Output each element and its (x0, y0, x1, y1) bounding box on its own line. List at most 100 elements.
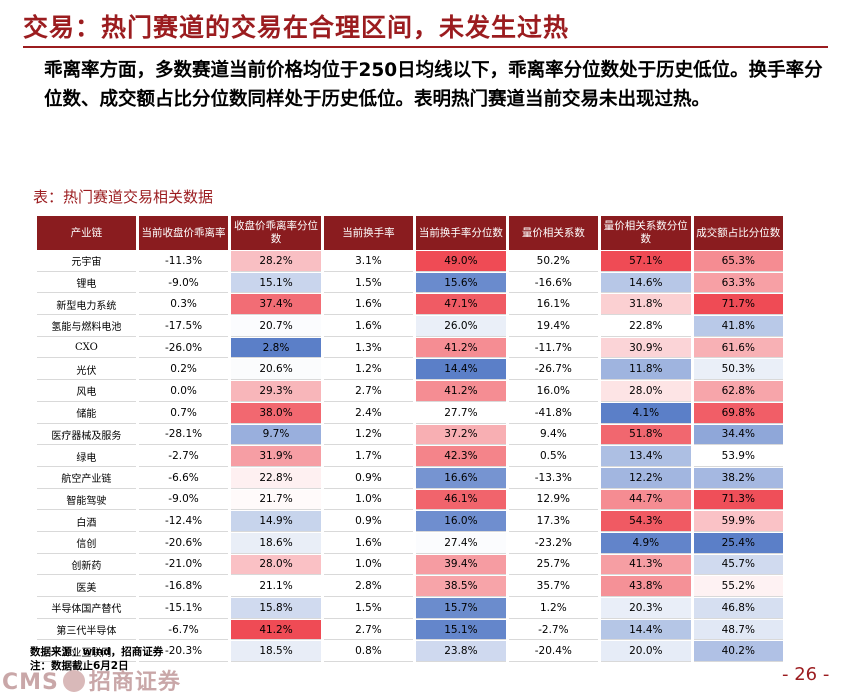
table-cell: 46.8% (693, 598, 783, 619)
table-cell: 3.1% (323, 251, 414, 272)
table-cell: 41.2% (231, 619, 321, 641)
table-cell: 37.4% (231, 294, 321, 316)
table-cell: -26.7% (508, 359, 599, 381)
table-cell: 30.9% (601, 337, 691, 359)
table-cell: 27.7% (416, 402, 506, 424)
table-cell: -2.7% (138, 446, 229, 467)
table-cell: 1.6% (323, 533, 414, 554)
row-label: 半导体国产替代 (37, 598, 136, 619)
date-note: 注：数据截止6月2日 (30, 660, 129, 672)
table-cell: 45.7% (693, 554, 783, 576)
column-header: 当前收盘价乖离率 (138, 216, 229, 250)
table-cell: 15.8% (231, 598, 321, 619)
table-cell: 25.4% (693, 532, 783, 554)
table-cell: 71.3% (693, 489, 783, 511)
table-cell: -2.7% (508, 620, 599, 641)
table-cell: 4.9% (601, 532, 691, 554)
table-cell: 0.2% (138, 359, 229, 381)
table-cell: 0.3% (138, 294, 229, 316)
table-cell: 62.8% (693, 381, 783, 402)
row-label: 信创 (37, 533, 136, 554)
table-cell: -16.8% (138, 576, 229, 597)
summary-paragraph: 乖离率方面，多数赛道当前价格均位于250日均线以下，乖离率分位数处于历史低位。换… (44, 60, 823, 110)
table-cell: 22.8% (231, 467, 321, 489)
table-row: 氢能与燃料电池 -17.5% 20.7% 1.6% 26.0% 19.4% 22.8% 41.… (37, 316, 783, 337)
table-cell: 35.7% (508, 576, 599, 597)
table-cell: -9.0% (138, 490, 229, 511)
trading-data-table: 产业链 当前收盘价乖离率 收盘价乖离率分位数 当前换手率 当前换手率分位数 量价相关系数量… (34, 215, 786, 663)
table-cell: 25.7% (508, 555, 599, 576)
table-cell: 2.4% (323, 403, 414, 424)
column-header: 成交额占比分位数 (693, 216, 783, 250)
table-cell: 13.4% (601, 446, 691, 467)
logo-chinese: 招商证券 (88, 670, 181, 695)
table-cell: 0.5% (508, 446, 599, 467)
table-cell: 46.1% (416, 489, 506, 511)
table-cell: 0.9% (323, 511, 414, 532)
table-cell: 37.2% (416, 424, 506, 446)
table-cell: 2.7% (323, 381, 414, 402)
table-row: 航空产业链 -6.6% 22.8% 0.9% 16.6% -13.3% 12.2% 38.2% (37, 467, 783, 489)
column-header: 量价相关系数分位数 (601, 216, 691, 250)
table-cell: 12.9% (508, 490, 599, 511)
cms-logo: CMS 招商证券 (2, 664, 181, 696)
table-cell: 0.8% (323, 641, 414, 663)
table-row: 第三代半导体 -6.7% 41.2% 2.7% 15.1% -2.7% 14.4% 48.7% (37, 619, 783, 641)
table-row: 半导体国产替代 -15.1% 15.8% 1.5% 15.7% 1.2% 20.3% 46.8… (37, 598, 783, 619)
table-cell: -12.4% (138, 511, 229, 532)
table-cell: 20.0% (601, 641, 691, 663)
table-cell: -15.1% (138, 598, 229, 619)
table-cell: 14.4% (601, 619, 691, 641)
table-row: 医疗器械及服务 -28.1% 9.7% 1.2% 37.2% 9.4% 51.8% 34.4% (37, 424, 783, 446)
table-cell: 41.2% (416, 337, 506, 359)
table-cell: 51.8% (601, 424, 691, 446)
table-cell: 16.6% (416, 467, 506, 489)
table-cell: 40.2% (693, 641, 783, 663)
table-cell: 34.4% (693, 424, 783, 446)
row-label: 创新药 (37, 555, 136, 576)
table-cell: 14.4% (416, 359, 506, 381)
table-cell: 11.8% (601, 359, 691, 381)
table-cell: 53.9% (693, 446, 783, 467)
table-cell: 26.0% (416, 316, 506, 337)
table-cell: -16.6% (508, 273, 599, 294)
table-row: 光伏 0.2% 20.6% 1.2% 14.4% -26.7% 11.8% 50.3% (37, 359, 783, 381)
table-cell: 1.6% (323, 294, 414, 316)
table-cell: 65.3% (693, 251, 783, 272)
table-cell: 4.1% (601, 402, 691, 424)
table-cell: 43.8% (601, 576, 691, 597)
table-cell: -20.3% (138, 641, 229, 663)
row-label: 氢能与燃料电池 (37, 316, 136, 337)
table-cell: -23.2% (508, 533, 599, 554)
table-cell: 15.1% (416, 619, 506, 641)
table-cell: 9.7% (231, 424, 321, 446)
table-row: 工业互联网 -20.3% 18.5% 0.8% 23.8% -20.4% 20.0% 40.2… (37, 641, 783, 663)
table-cell: 23.8% (416, 641, 506, 663)
table-cell: 16.1% (508, 294, 599, 316)
table-cell: -6.7% (138, 620, 229, 641)
table-cell: 42.3% (416, 446, 506, 467)
table-cell: 1.5% (323, 273, 414, 294)
table-cell: 20.3% (601, 598, 691, 619)
table-cell: 15.7% (416, 598, 506, 619)
table-row: 信创 -20.6% 18.6% 1.6% 27.4% -23.2% 4.9% 25.4% (37, 532, 783, 554)
table-cell: 61.6% (693, 337, 783, 359)
table-cell: 39.4% (416, 554, 506, 576)
table-cell: 41.3% (601, 554, 691, 576)
table-row: 创新药 -21.0% 28.0% 1.0% 39.4% 25.7% 41.3% 45.7% (37, 554, 783, 576)
table-row: 风电 0.0% 29.3% 2.7% 41.2% 16.0% 28.0% 62.8% (37, 381, 783, 402)
table-cell: 27.4% (416, 532, 506, 554)
row-label: 智能驾驶 (37, 490, 136, 511)
table-cell: -11.3% (138, 251, 229, 272)
table-cell: 1.6% (323, 316, 414, 337)
table-cell: 2.8% (231, 337, 321, 359)
table-cell: -17.5% (138, 316, 229, 337)
source-line: 数据来源：wind，招商证券 (30, 646, 164, 658)
column-header: 产业链 (37, 216, 136, 250)
table-cell: 41.2% (416, 381, 506, 402)
row-label: 医疗器械及服务 (37, 425, 136, 446)
table-cell: 28.0% (231, 554, 321, 576)
row-label: 航空产业链 (37, 468, 136, 489)
page-number: - 26 - (782, 664, 830, 685)
row-label: 光伏 (37, 359, 136, 381)
